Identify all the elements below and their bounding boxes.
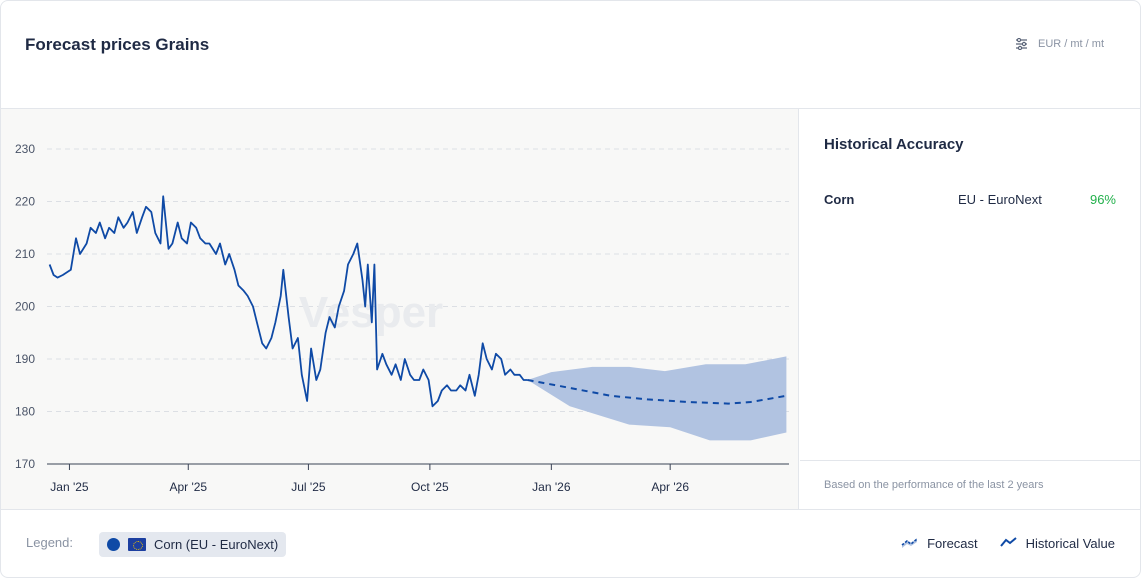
legend-chip-corn[interactable]: Corn (EU - EuroNext) — [99, 532, 287, 557]
page-title: Forecast prices Grains — [25, 35, 210, 54]
legend-chip-label: Corn (EU - EuroNext) — [154, 537, 279, 552]
unit-selector[interactable]: EUR / mt / mt — [1015, 38, 1104, 50]
legend-historical[interactable]: Historical Value — [999, 536, 1115, 551]
x-tick-label: Jul '25 — [291, 480, 326, 494]
historical-icon — [999, 536, 1018, 551]
x-tick-label: Oct '25 — [411, 480, 449, 494]
sliders-icon[interactable] — [1015, 38, 1028, 50]
historical-line — [48, 195, 528, 408]
y-tick-label: 170 — [15, 457, 35, 471]
y-tick-label: 180 — [15, 405, 35, 419]
x-tick-label: Jan '25 — [50, 480, 89, 494]
forecast-icon — [901, 536, 919, 551]
x-tick-label: Apr '26 — [651, 480, 689, 494]
series-dot-icon — [107, 538, 120, 551]
eu-flag-icon — [128, 538, 146, 551]
y-tick-label: 190 — [15, 352, 35, 366]
accuracy-panel: Historical Accuracy Corn EU - EuroNext 9… — [800, 109, 1140, 509]
y-tick-label: 200 — [15, 300, 35, 314]
accuracy-footnote: Based on the performance of the last 2 y… — [824, 479, 1044, 491]
chart-area: Vesper 170 180 190 200 210 220 230 Jan '25 Apr '… — [1, 109, 799, 509]
y-tick-label: 220 — [15, 195, 35, 209]
y-tick-label: 210 — [15, 247, 35, 261]
card-header: Forecast prices Grains EUR / mt / mt — [1, 1, 1140, 109]
legend-label: Legend: — [26, 535, 73, 550]
accuracy-market: EU - EuroNext — [958, 192, 1042, 207]
legend-historical-label: Historical Value — [1025, 536, 1115, 551]
legend-forecast-label: Forecast — [927, 536, 978, 551]
forecast-line — [527, 379, 787, 405]
accuracy-title: Historical Accuracy — [824, 136, 964, 153]
x-tick-label: Jan '26 — [532, 480, 571, 494]
unit-label[interactable]: EUR / mt / mt — [1038, 38, 1104, 50]
y-tick-label: 230 — [15, 142, 35, 156]
legend-types: Forecast Historical Value — [901, 536, 1115, 551]
accuracy-footer: Based on the performance of the last 2 y… — [800, 460, 1140, 509]
x-tick-label: Apr '25 — [169, 480, 207, 494]
forecast-band — [527, 356, 787, 441]
accuracy-value: 96% — [1089, 192, 1116, 207]
legend-bar: Legend: Corn (EU - EuroNext) Forecast — [1, 509, 1140, 577]
accuracy-commodity: Corn — [824, 192, 855, 207]
legend-forecast[interactable]: Forecast — [901, 536, 978, 551]
